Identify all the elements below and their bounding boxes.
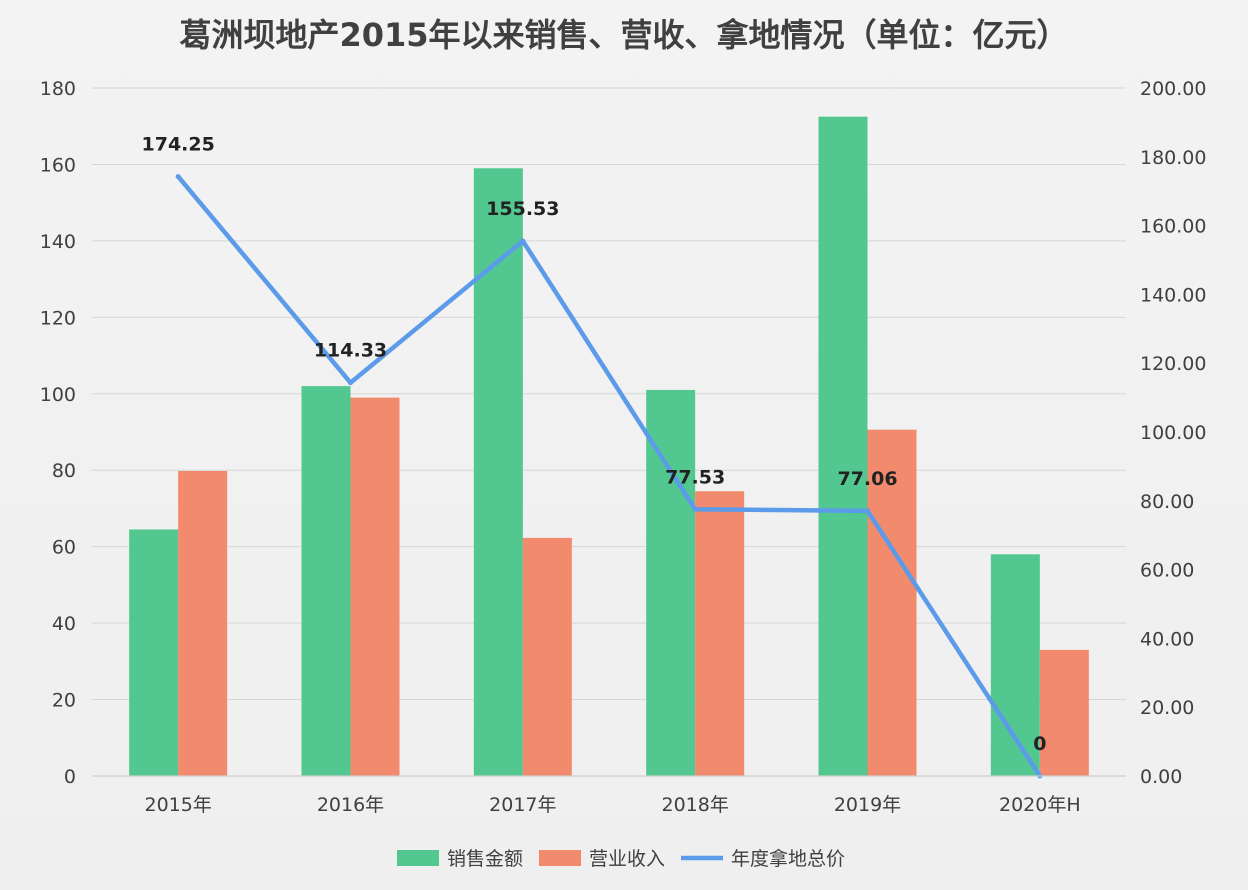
line-point: [692, 506, 698, 512]
x-tick-label: 2018年: [661, 794, 728, 816]
chart-title: 葛洲坝地产2015年以来销售、营收、拿地情况（单位：亿元）: [179, 16, 1068, 54]
x-tick-label: 2015年: [144, 794, 211, 816]
bar-revenue: [522, 537, 572, 776]
line-point: [348, 380, 353, 386]
gridlines: [92, 87, 1126, 701]
y-left-tick-label: 40: [52, 613, 76, 635]
y-right-tick-label: 160.00: [1140, 216, 1206, 238]
x-tick-label: 2016年: [317, 794, 384, 816]
bar-revenue: [695, 491, 745, 776]
bar-sales: [818, 116, 868, 776]
line-data-label: 77.06: [837, 468, 897, 490]
y-right-tick-label: 180.00: [1140, 147, 1206, 169]
line-data-label: 77.53: [665, 466, 725, 488]
line-point: [865, 508, 870, 514]
bar-revenue: [867, 429, 917, 776]
y-right-tick-label: 40.00: [1140, 628, 1194, 650]
y-left-tick-label: 100: [40, 384, 76, 406]
y-left-tick-label: 0: [64, 766, 76, 788]
y-left-tick-label: 120: [40, 307, 76, 329]
legend: 销售金额 营业收入 年度拿地总价: [397, 847, 845, 870]
legend-label: 营业收入: [589, 848, 665, 870]
line-data-label: 114.33: [314, 340, 387, 362]
y-right-tick-label: 20.00: [1140, 697, 1194, 719]
bar-revenue: [350, 397, 400, 776]
y-right-tick-label: 200.00: [1140, 78, 1206, 100]
line-point: [520, 238, 526, 244]
x-tick-label: 2019年: [834, 794, 901, 816]
line-data-label: 0: [1033, 733, 1046, 755]
y-left-tick-label: 160: [40, 154, 76, 176]
y-right-tick-label: 0.00: [1140, 766, 1182, 788]
legend-label: 销售金额: [447, 848, 523, 870]
bar-sales: [129, 529, 179, 776]
line-data-label: 155.53: [486, 198, 559, 220]
bar-sales: [473, 168, 523, 776]
y-left-tick-label: 60: [52, 537, 76, 559]
y-right-tick-label: 120.00: [1140, 353, 1206, 375]
y-left-tick-label: 180: [40, 78, 76, 100]
y-right-tick-label: 140.00: [1140, 284, 1206, 306]
bar-sales: [646, 389, 696, 776]
line-point: [175, 174, 181, 180]
legend-swatch: [397, 850, 439, 866]
y-left-tick-label: 20: [52, 690, 76, 712]
y-left-tick-label: 80: [52, 460, 76, 482]
x-tick-label: 2020年H: [999, 794, 1081, 816]
x-tick-label: 2017年: [489, 794, 556, 816]
bars: [129, 116, 1089, 776]
axes: 0 20 40 60 80 100 120 140 160 180 0.00 20.00 40.00 60…: [40, 78, 1207, 816]
data-labels: 174.25 114.33 155.53 77.53 77.06 0: [142, 134, 1047, 755]
y-left-tick-label: 140: [40, 231, 76, 253]
bar-sales: [301, 386, 351, 776]
bar-revenue: [1039, 649, 1089, 776]
legend-swatch: [539, 850, 581, 866]
line-data-label: 174.25: [142, 134, 215, 156]
y-right-tick-label: 60.00: [1140, 560, 1194, 582]
land-price-line: [175, 174, 1043, 779]
legend-label: 年度拿地总价: [731, 847, 845, 870]
y-right-tick-label: 100.00: [1140, 422, 1206, 444]
y-right-tick-label: 80.00: [1140, 491, 1194, 513]
bar-revenue: [178, 470, 228, 776]
